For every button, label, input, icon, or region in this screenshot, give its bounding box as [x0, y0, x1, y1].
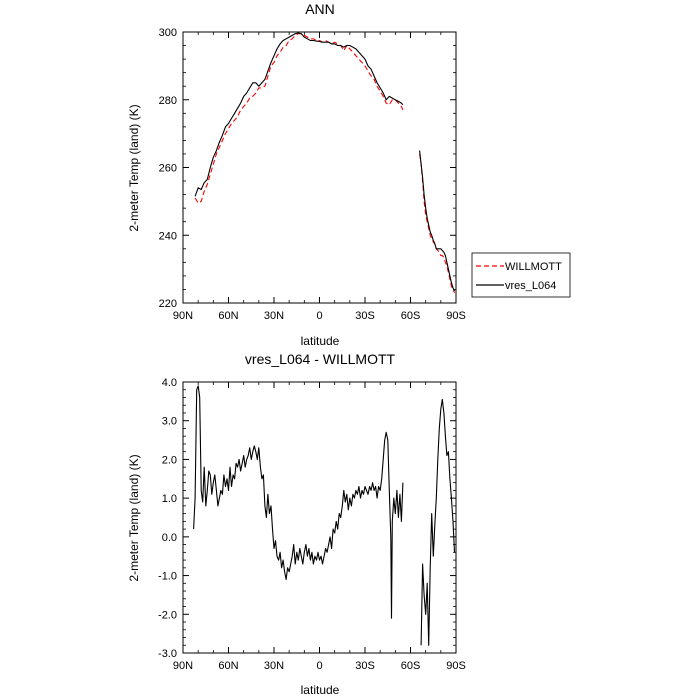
x-tick-label: 90S	[446, 310, 466, 322]
legend-box	[471, 252, 571, 298]
series-line-vres-l064-segment-1	[419, 150, 456, 292]
bottom-panel: vres_L064 - WILLMOTT latitude 2-meter Te…	[127, 351, 466, 697]
y-tick-label: 2.0	[162, 454, 177, 466]
legend: WILLMOTT vres_L064	[471, 252, 571, 298]
top-x-axis-label: latitude	[301, 334, 340, 348]
x-tick-label: 0	[316, 310, 322, 322]
x-tick-label: 90N	[173, 310, 193, 322]
y-tick-label: -3.0	[158, 648, 177, 660]
x-tick-label: 60S	[401, 660, 421, 672]
legend-label-willmott: WILLMOTT	[505, 261, 562, 273]
x-tick-label: 30S	[355, 660, 375, 672]
y-tick-label: 300	[159, 27, 177, 39]
series-line-difference-segment-0	[193, 385, 404, 619]
y-tick-label: 260	[159, 163, 177, 175]
x-tick-label: 90S	[446, 660, 466, 672]
x-tick-label: 90N	[173, 660, 193, 672]
x-tick-label: 0	[316, 660, 322, 672]
series-line-willmott-segment-1	[419, 153, 456, 294]
x-tick-label: 30N	[264, 660, 284, 672]
y-tick-label: 220	[159, 298, 177, 310]
x-tick-label: 60N	[218, 310, 238, 322]
series-line-vres-l064-segment-0	[194, 32, 404, 197]
x-tick-label: 30N	[264, 310, 284, 322]
y-tick-label: -1.0	[158, 571, 177, 583]
top-panel: ANN latitude 2-meter Temp (land) (K) 90N…	[127, 1, 571, 348]
series-line-difference-segment-1	[420, 398, 456, 646]
legend-label-vres: vres_L064	[505, 280, 556, 292]
y-tick-label: 4.0	[162, 377, 177, 389]
top-y-axis-label: 2-meter Temp (land) (K)	[127, 104, 141, 231]
bottom-y-axis-label: 2-meter Temp (land) (K)	[127, 454, 141, 581]
x-tick-label: 30S	[355, 310, 375, 322]
x-tick-label: 60S	[401, 310, 421, 322]
bottom-x-axis-label: latitude	[301, 683, 340, 697]
top-chart-title: ANN	[305, 1, 335, 17]
y-tick-label: 1.0	[162, 493, 177, 505]
y-tick-label: 3.0	[162, 416, 177, 428]
x-tick-label: 60N	[218, 660, 238, 672]
bottom-plot-lines	[193, 385, 456, 646]
y-tick-label: 240	[159, 230, 177, 242]
top-plot-frame	[182, 31, 457, 304]
y-tick-label: 0.0	[162, 532, 177, 544]
series-line-willmott-segment-0	[194, 33, 404, 204]
top-plot-lines	[194, 32, 456, 294]
bottom-chart-title: vres_L064 - WILLMOTT	[245, 351, 396, 367]
y-tick-label: 280	[159, 95, 177, 107]
y-tick-label: -2.0	[158, 609, 177, 621]
bottom-plot-frame	[182, 381, 457, 654]
